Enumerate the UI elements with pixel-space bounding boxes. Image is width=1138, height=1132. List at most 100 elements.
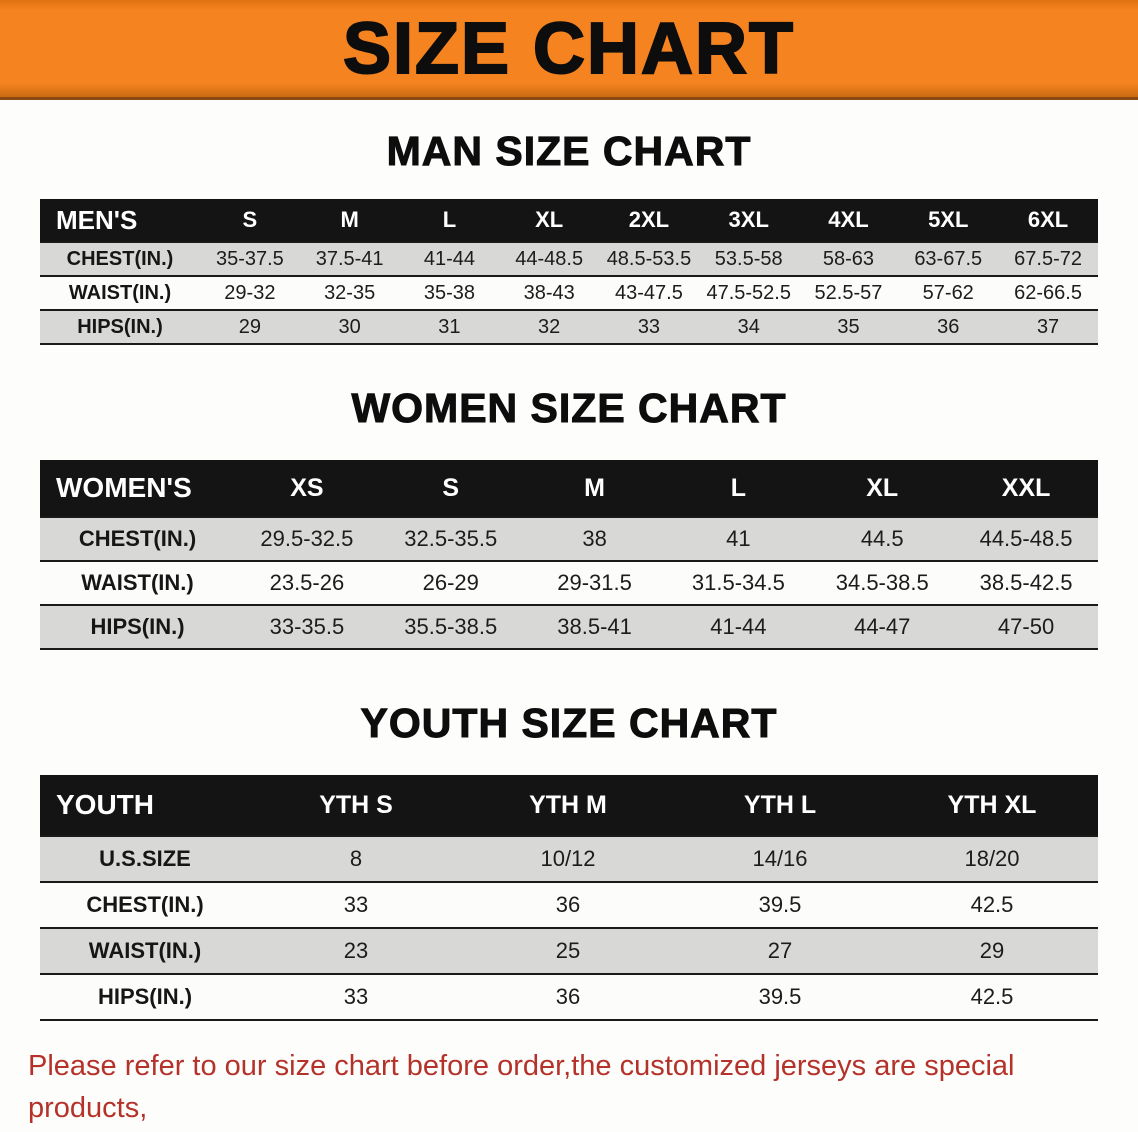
size-value-cell: 18/20: [964, 846, 1020, 871]
size-value-cell: 44.5: [860, 526, 904, 551]
row-label: CHEST(IN.): [78, 526, 197, 551]
size-value-cell: 44-47: [854, 614, 911, 639]
size-value-cell: 33: [343, 892, 369, 917]
measurement-row: WAIST(IN.) 23.5-26 26-29 29-31.5 31.5-34.5 34…: [40, 561, 1098, 605]
women-section-heading: WOMEN SIZE CHART: [351, 385, 787, 432]
men-section: MAN SIZE CHART MEN'S S M L XL 2XL 3XL 4XL 5XL 6XL…: [0, 128, 1138, 345]
size-value-cell: 31: [438, 315, 461, 338]
size-value-cell: 47-50: [997, 614, 1055, 639]
size-value-cell: 36: [555, 892, 581, 917]
table-title-cell: WOMEN'S: [40, 460, 235, 517]
size-value-cell: 38-43: [523, 281, 575, 304]
size-value-cell: 53.5-58: [714, 247, 783, 270]
table-body: CHEST(IN.) 29.5-32.5 32.5-35.5 38 41 44.5 44.5…: [40, 517, 1098, 649]
table-header-row: WOMEN'S XS S M L XL XXL: [40, 460, 1098, 517]
row-label: HIPS(IN.): [90, 614, 185, 639]
size-column-header: S: [200, 199, 300, 242]
size-value-cell: 31.5-34.5: [691, 570, 785, 595]
measurement-row: CHEST(IN.) 33 36 39.5 42.5: [40, 882, 1098, 928]
size-value-cell: 10/12: [540, 846, 596, 871]
size-value-cell: 48.5-53.5: [606, 247, 692, 270]
size-value-cell: 57-62: [922, 281, 974, 304]
size-value-cell: 36: [937, 315, 960, 338]
size-value-cell: 33-35.5: [269, 614, 345, 639]
size-column-header: 4XL: [798, 199, 899, 242]
women-section: WOMEN SIZE CHART WOMEN'S XS S M L XL XXL CHEST(…: [0, 385, 1138, 650]
size-value-cell: 41-44: [423, 247, 475, 270]
size-value-cell: 62-66.5: [1014, 281, 1082, 304]
size-value-cell: 32-35: [324, 281, 376, 304]
row-label: HIPS(IN.): [97, 984, 193, 1009]
size-value-cell: 35-38: [423, 281, 475, 304]
measurement-row: HIPS(IN.) 29 30 31 32 33 34 35 36 37: [40, 310, 1098, 344]
measurement-row: WAIST(IN.) 29-32 32-35 35-38 38-43 43-47.5 47.…: [40, 276, 1098, 310]
page-title: SIZE CHART: [342, 8, 795, 89]
size-value-cell: 37.5-41: [315, 247, 384, 270]
size-column-header: XXL: [954, 460, 1098, 517]
size-value-cell: 8: [349, 846, 363, 871]
table-title-cell: MEN'S: [40, 199, 200, 242]
row-label: WAIST(IN.): [68, 281, 172, 304]
women-size-table: WOMEN'S XS S M L XL XXL CHEST(IN.) 29.5-32.5 32.5…: [40, 460, 1098, 650]
size-value-cell: 42.5: [970, 892, 1014, 917]
size-value-cell: 29.5-32.5: [260, 526, 354, 551]
table-body: U.S.SIZE 8 10/12 14/16 18/20 CHEST(IN.) 33 36 39…: [40, 836, 1098, 1020]
size-value-cell: 35: [837, 315, 860, 338]
size-column-header: XL: [499, 199, 600, 242]
table-header-row: MEN'S S M L XL 2XL 3XL 4XL 5XL 6XL: [40, 199, 1098, 242]
size-value-cell: 63-67.5: [914, 247, 983, 270]
size-value-cell: 23: [343, 938, 369, 963]
row-label: WAIST(IN.): [81, 570, 194, 595]
row-label: CHEST(IN.): [66, 247, 174, 270]
size-column-header: 3XL: [698, 199, 799, 242]
size-value-cell: 36: [555, 984, 581, 1009]
measurement-row: U.S.SIZE 8 10/12 14/16 18/20: [40, 836, 1098, 882]
size-value-cell: 44-48.5: [515, 247, 584, 270]
men-section-heading: MAN SIZE CHART: [386, 128, 752, 175]
measurement-row: HIPS(IN.) 33-35.5 35.5-38.5 38.5-41 41-44 44-…: [40, 605, 1098, 649]
size-column-header: 5XL: [898, 199, 999, 242]
size-column-header: L: [399, 199, 500, 242]
size-value-cell: 26-29: [422, 570, 479, 595]
size-value-cell: 38.5-41: [557, 614, 632, 639]
size-value-cell: 29: [979, 938, 1005, 963]
size-value-cell: 32: [538, 315, 561, 338]
table-title-cell: YOUTH: [40, 775, 250, 836]
row-label: CHEST(IN.): [86, 892, 204, 917]
table-head: YOUTH YTH S YTH M YTH L YTH XL: [40, 775, 1098, 836]
table-body: CHEST(IN.) 35-37.5 37.5-41 41-44 44-48.5 48.5…: [40, 242, 1098, 344]
size-column-header: YTH XL: [886, 775, 1098, 836]
size-column-header: YTH S: [250, 775, 462, 836]
size-value-cell: 41-44: [710, 614, 767, 639]
size-value-cell: 32.5-35.5: [404, 526, 498, 551]
size-value-cell: 14/16: [752, 846, 808, 871]
size-value-cell: 29-32: [224, 281, 276, 304]
size-value-cell: 35-37.5: [215, 247, 284, 270]
disclaimer-line-1: Please refer to our size chart before or…: [28, 1050, 1015, 1124]
row-label: WAIST(IN.): [88, 938, 202, 963]
row-label: U.S.SIZE: [99, 846, 191, 871]
size-column-header: YTH L: [674, 775, 886, 836]
size-value-cell: 67.5-72: [1014, 247, 1082, 270]
size-value-cell: 37: [1036, 315, 1060, 338]
size-column-header: M: [522, 460, 667, 517]
measurement-row: HIPS(IN.) 33 36 39.5 42.5: [40, 974, 1098, 1020]
size-column-header: YTH M: [462, 775, 674, 836]
size-value-cell: 29: [238, 315, 261, 338]
table-head: WOMEN'S XS S M L XL XXL: [40, 460, 1098, 517]
size-value-cell: 29-31.5: [557, 570, 632, 595]
size-value-cell: 42.5: [970, 984, 1014, 1009]
size-value-cell: 35.5-38.5: [404, 614, 498, 639]
size-column-header: XL: [810, 460, 955, 517]
size-value-cell: 58-63: [822, 247, 875, 270]
size-column-header: L: [666, 460, 811, 517]
size-value-cell: 52.5-57: [814, 281, 883, 304]
size-value-cell: 38: [582, 526, 607, 551]
size-value-cell: 34: [737, 315, 760, 338]
table-head: MEN'S S M L XL 2XL 3XL 4XL 5XL 6XL: [40, 199, 1098, 242]
size-column-header: 6XL: [998, 199, 1098, 242]
youth-section-heading: YOUTH SIZE CHART: [360, 700, 778, 747]
size-value-cell: 25: [555, 938, 581, 963]
size-value-cell: 27: [767, 938, 793, 963]
